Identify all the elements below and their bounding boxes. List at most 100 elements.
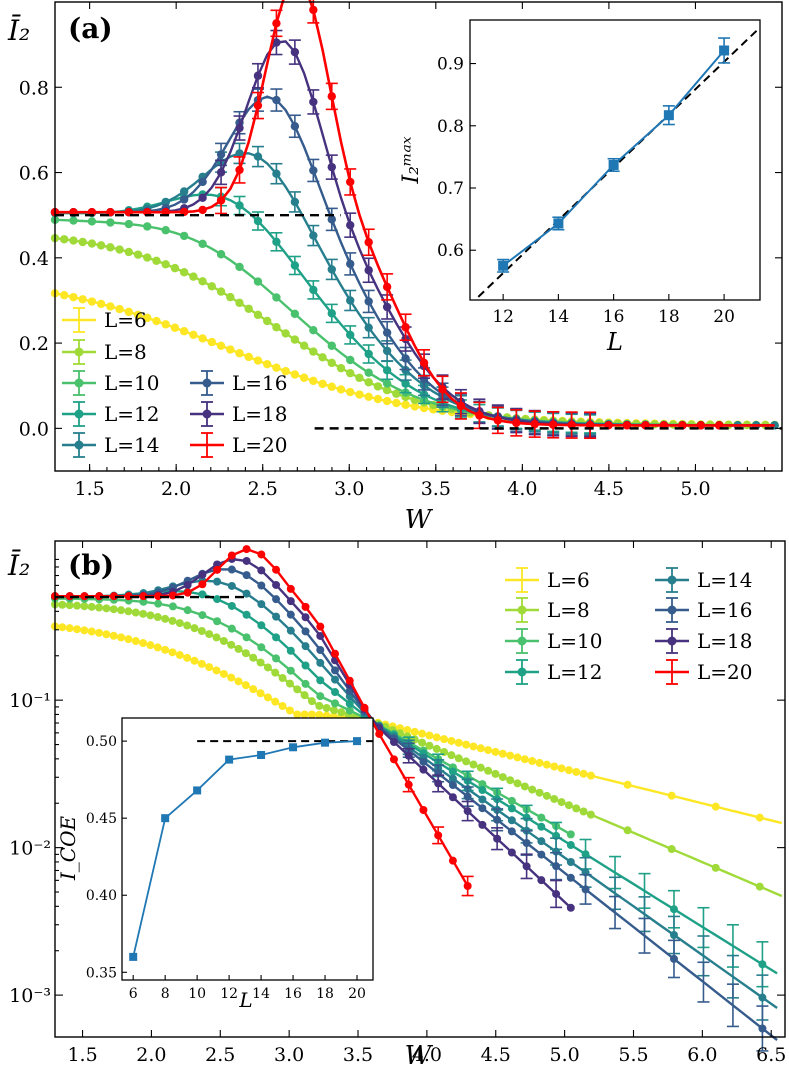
- series-l20: [50, 0, 775, 440]
- inset-a-point: [663, 110, 674, 121]
- data-point: [456, 401, 466, 411]
- x-tick-label: 2.5: [248, 478, 278, 500]
- data-point: [535, 758, 544, 767]
- legend-item: L=12: [62, 401, 160, 427]
- data-point: [286, 584, 295, 593]
- x-tick-label: 5.5: [618, 1044, 648, 1066]
- data-point: [478, 820, 487, 829]
- data-point: [87, 297, 97, 306]
- data-point: [65, 601, 74, 610]
- data-point: [235, 201, 244, 210]
- data-point: [522, 838, 531, 847]
- data-point: [309, 347, 318, 356]
- data-point: [316, 631, 325, 640]
- data-point: [96, 299, 106, 309]
- x-tick-label: 6.0: [687, 1044, 717, 1066]
- data-point: [542, 760, 551, 769]
- inset-b-y-tick-label: 0.35: [86, 965, 117, 981]
- data-point: [331, 649, 340, 658]
- data-point: [566, 903, 575, 912]
- data-point: [537, 813, 546, 822]
- legend-item: L=16: [190, 370, 288, 396]
- inset-a-y-tick-label: 0.7: [437, 179, 464, 199]
- legend-item: L=14: [62, 432, 160, 458]
- data-point: [227, 673, 236, 682]
- data-point: [253, 216, 263, 226]
- data-point: [336, 363, 346, 373]
- data-point: [432, 733, 441, 742]
- data-point: [241, 649, 250, 658]
- data-point: [257, 600, 266, 609]
- x-tick-label: 3.0: [334, 478, 364, 500]
- data-point: [507, 827, 516, 836]
- data-point: [667, 845, 676, 854]
- panel-b-legend: L=6 L=8 L=10 L=12 L=14 L=16 L=18 L=20: [505, 567, 753, 685]
- data-point: [244, 304, 253, 313]
- data-point: [216, 341, 226, 351]
- data-point: [170, 263, 180, 273]
- data-point: [440, 735, 449, 744]
- data-point: [309, 5, 318, 15]
- data-point: [667, 791, 676, 800]
- data-point: [329, 706, 338, 715]
- data-point: [242, 556, 251, 565]
- data-point: [307, 697, 316, 706]
- data-point: [438, 385, 447, 394]
- data-point: [520, 782, 529, 791]
- data-point: [327, 358, 336, 368]
- data-point: [346, 177, 355, 187]
- data-point: [131, 608, 140, 617]
- legend-label: L=18: [232, 402, 288, 426]
- data-point: [226, 292, 235, 302]
- inset-b-y-tick-label: 0.50: [86, 734, 117, 750]
- data-point: [346, 259, 355, 269]
- inset-b-point: [257, 750, 266, 759]
- inset-a-y-tick-label: 0.9: [437, 55, 464, 75]
- x-tick-label: 4.0: [507, 478, 537, 500]
- data-point: [73, 601, 82, 610]
- data-point: [462, 757, 471, 766]
- legend-item: L=18: [655, 628, 753, 654]
- inset-b-y-tick-label: 0.40: [86, 888, 117, 904]
- inset-a-ylabel: I₂ᵐᵃˣ: [399, 136, 424, 184]
- data-point: [95, 603, 104, 612]
- data-point: [364, 297, 373, 306]
- data-point: [507, 796, 516, 805]
- data-point: [235, 349, 244, 358]
- data-point: [463, 881, 472, 890]
- data-point: [227, 601, 236, 610]
- data-point: [87, 217, 97, 226]
- data-point: [69, 292, 78, 302]
- data-point: [448, 856, 457, 865]
- data-point: [364, 349, 373, 359]
- data-point: [281, 366, 290, 376]
- data-point: [285, 679, 294, 688]
- data-point: [179, 268, 189, 277]
- legend-marker: [202, 409, 212, 419]
- data-point: [272, 595, 281, 604]
- data-point: [301, 642, 310, 651]
- inset-a-x-tick-label: 20: [713, 307, 735, 327]
- inset-a-y-tick-label: 0.6: [437, 241, 464, 261]
- data-point: [235, 262, 244, 272]
- data-point: [198, 570, 207, 579]
- data-point: [448, 793, 457, 802]
- data-point: [454, 754, 463, 763]
- x-tick-label: 6.5: [756, 1044, 786, 1066]
- data-point: [336, 385, 346, 394]
- data-point: [60, 290, 69, 300]
- y-tick-label: 10⁻²: [9, 838, 51, 860]
- panel-a-inset: 12 14 16 18 20 0.6 0.7 0.8 0.9 L I₂ᵐᵃˣ: [399, 19, 761, 356]
- data-point: [462, 740, 471, 749]
- legend-item: L=18: [190, 401, 288, 427]
- data-point: [758, 1024, 767, 1033]
- data-point: [183, 653, 192, 662]
- data-point: [392, 398, 401, 408]
- data-point: [58, 623, 67, 632]
- legend-label: L=10: [547, 629, 603, 653]
- data-point: [522, 813, 531, 822]
- legend-label: L=8: [547, 598, 590, 622]
- data-point: [257, 643, 266, 652]
- data-point: [586, 771, 595, 780]
- data-point: [152, 256, 161, 266]
